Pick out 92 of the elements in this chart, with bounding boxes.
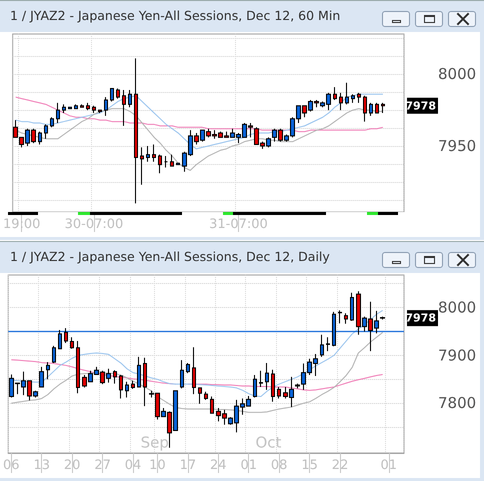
- line-series: [10, 332, 384, 413]
- annotation: Oct: [256, 434, 282, 452]
- x-tick-label: 19:00: [2, 217, 40, 232]
- x-tick-label: 22: [332, 458, 348, 473]
- candlestick: [320, 334, 324, 358]
- candlestick: [62, 104, 66, 114]
- candlestick: [110, 88, 114, 102]
- candlestick: [198, 387, 202, 404]
- candlestick: [344, 312, 348, 324]
- x-tick-label: 08: [270, 458, 288, 473]
- text: 7978: [405, 99, 436, 112]
- candlestick: [332, 311, 336, 347]
- line-series: [15, 108, 384, 171]
- candlestick: [351, 94, 355, 104]
- candlestick: [326, 336, 330, 352]
- annotation: Sep: [140, 434, 169, 452]
- candlestick: [52, 345, 56, 364]
- candlestick: [122, 89, 126, 126]
- x-tick-label: 31-07:00: [209, 217, 268, 232]
- candlestick: [170, 154, 174, 167]
- candlestick: [74, 104, 78, 110]
- candlestick: [143, 357, 147, 407]
- x-tick-label: 06: [2, 458, 20, 473]
- x-tick-label: 17: [180, 458, 196, 473]
- candlestick: [265, 362, 269, 390]
- candlestick: [38, 131, 42, 146]
- text: 7978: [405, 312, 436, 325]
- candlestick: [131, 380, 135, 390]
- candlestick: [204, 391, 208, 400]
- candlestick: [44, 124, 48, 140]
- line-series: [15, 94, 384, 150]
- candlestick: [210, 396, 214, 414]
- candlestick: [128, 89, 132, 108]
- x-tick-label: 20: [64, 458, 80, 473]
- candlestick: [46, 362, 50, 380]
- candlestick: [39, 366, 44, 388]
- candlestick: [333, 86, 337, 101]
- candlestick: [86, 102, 90, 111]
- candlestick: [259, 370, 263, 388]
- x-tick-label: 10: [149, 458, 166, 473]
- candlestick: [152, 144, 156, 162]
- candlestick: [338, 310, 342, 324]
- candlestick: [134, 58, 138, 204]
- candlestick: [64, 328, 68, 344]
- x-tick-label: 15: [301, 458, 318, 473]
- x-tick-label: 01: [240, 458, 258, 473]
- y-tick-label: 7950: [438, 136, 476, 155]
- candlestick: [137, 356, 141, 388]
- candlestick: [98, 110, 102, 114]
- candlestick: [295, 383, 300, 389]
- x-tick-label: 01: [380, 458, 398, 473]
- candlestick: [277, 386, 281, 399]
- candlestick: [76, 340, 80, 394]
- candlestick: [357, 92, 361, 104]
- candlestick: [56, 102, 60, 124]
- candlestick: [180, 360, 184, 389]
- chart-title: 1 / JYAZ2 - Japanese Yen-All Sessions, Dec 12, 60 Min: [10, 8, 340, 23]
- candlestick: [104, 96, 108, 116]
- candlestick: [192, 346, 196, 395]
- candlestick: [369, 102, 373, 116]
- candlestick: [350, 292, 354, 322]
- candlestick: [116, 88, 120, 100]
- chart-title: 1 / JYAZ2 - Japanese Yen-All Sessions, Dec 12, Daily: [10, 249, 330, 264]
- candlestick: [125, 381, 129, 398]
- line-series: [15, 96, 384, 132]
- candlestick: [158, 154, 162, 174]
- y-tick-label: 7900: [438, 346, 476, 364]
- candlestick: [271, 369, 275, 402]
- x-tick-label: 30-07:00: [64, 217, 124, 232]
- candlestick: [140, 146, 144, 186]
- candlestick: [375, 102, 379, 114]
- y-tick-label: 7800: [438, 394, 476, 412]
- candlestick: [58, 330, 62, 350]
- candlestick: [345, 82, 349, 105]
- candlestick: [119, 374, 123, 399]
- candlestick: [146, 145, 150, 162]
- y-tick-label: 8000: [438, 65, 476, 84]
- candlestick: [253, 374, 257, 398]
- candlestick: [339, 92, 343, 111]
- candlestick: [186, 362, 190, 374]
- x-tick-label: 27: [94, 458, 111, 473]
- x-tick-label: 24: [210, 458, 227, 473]
- x-tick-label: 04: [124, 458, 142, 473]
- candlestick: [113, 370, 117, 384]
- candlestick: [70, 336, 74, 350]
- candlestick: [164, 156, 168, 168]
- candlestick: [381, 102, 385, 114]
- candlestick: [363, 95, 367, 122]
- y-tick-label: 8000: [438, 298, 476, 317]
- x-tick-label: 13: [33, 458, 50, 473]
- candlestick: [50, 116, 54, 128]
- candlestick: [92, 105, 96, 114]
